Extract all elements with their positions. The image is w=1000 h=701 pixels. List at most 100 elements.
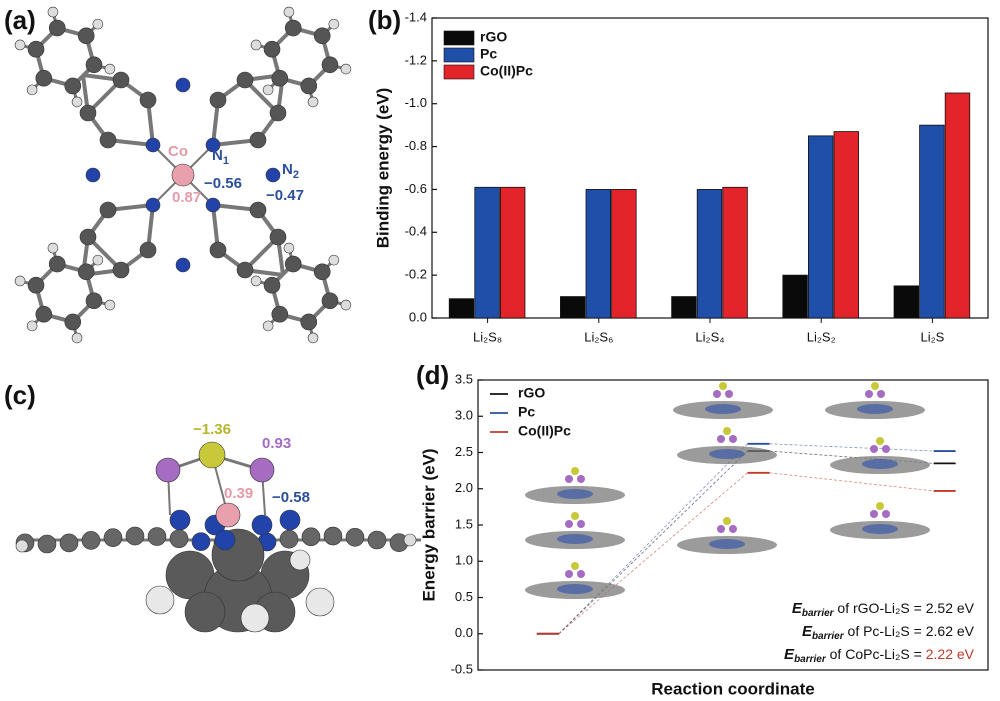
y-tick-label: 2.5 xyxy=(455,444,473,459)
structure-thumb xyxy=(862,524,898,534)
annotation-symbol: E xyxy=(784,646,795,663)
bar xyxy=(782,274,808,319)
atom xyxy=(139,91,157,109)
atom xyxy=(191,532,211,551)
atom xyxy=(313,263,331,281)
atom xyxy=(77,27,95,45)
annotation-symbol: E xyxy=(802,623,813,640)
atom xyxy=(145,197,161,213)
annotation-value: 2.22 eV xyxy=(926,646,975,662)
atom xyxy=(323,526,343,546)
bar xyxy=(585,189,611,319)
y-tick-label: -0.5 xyxy=(451,661,473,676)
atom xyxy=(300,77,318,95)
panel-label: (c) xyxy=(4,380,36,410)
atom xyxy=(47,242,59,254)
atom xyxy=(209,241,227,259)
atom xyxy=(345,528,365,547)
structure-thumb xyxy=(717,525,725,533)
bar xyxy=(448,298,475,319)
atom xyxy=(14,275,26,287)
annotation-text: of rGO-Li₂S = xyxy=(834,600,926,616)
atom xyxy=(27,40,45,58)
annotation-value: 2.62 eV xyxy=(926,623,975,639)
atom-label: N xyxy=(282,161,293,178)
bar xyxy=(474,186,500,319)
atom-charge: 0.93 xyxy=(262,435,291,452)
y-tick-label: -1.4 xyxy=(405,9,427,24)
structure-thumb xyxy=(876,502,884,510)
atom-label: Co xyxy=(168,143,188,160)
annotation-subscript: barrier xyxy=(812,631,845,642)
atom xyxy=(15,539,29,553)
y-tick-label: 3.0 xyxy=(455,408,473,423)
atom xyxy=(250,39,262,51)
y-tick-label: 0.0 xyxy=(455,625,473,640)
structure-thumb xyxy=(557,584,593,594)
connector xyxy=(558,472,748,635)
atom xyxy=(279,509,301,531)
y-axis-label: Energy barrier (eV) xyxy=(419,448,438,601)
atom xyxy=(169,529,189,549)
structure-thumb xyxy=(870,445,878,453)
atom xyxy=(99,131,117,149)
atom xyxy=(71,96,83,108)
atom-charge: 0.39 xyxy=(224,485,253,502)
structure-thumb xyxy=(857,404,893,414)
atom xyxy=(214,529,236,551)
x-tick-label: Li₂S₂ xyxy=(807,329,836,344)
structure-thumb xyxy=(565,475,573,483)
atom xyxy=(81,531,101,550)
atom xyxy=(171,163,195,187)
atom-label-sub: 1 xyxy=(223,155,229,167)
atom xyxy=(175,77,191,93)
atom-label-sub: 2 xyxy=(293,169,299,181)
structure-thumb xyxy=(577,475,585,483)
bar xyxy=(722,186,748,319)
y-tick-label: 1.5 xyxy=(455,516,473,531)
atom xyxy=(249,201,267,219)
legend-swatch xyxy=(443,30,475,46)
atom xyxy=(301,527,321,547)
x-tick-label: Li₂S₆ xyxy=(584,329,613,344)
y-tick-label: -0.4 xyxy=(405,224,427,239)
structure-thumb xyxy=(577,520,585,528)
legend-swatch xyxy=(443,47,475,63)
atom xyxy=(99,201,117,219)
atom xyxy=(205,137,221,153)
bar xyxy=(499,186,526,319)
atom xyxy=(26,320,38,332)
bar xyxy=(560,296,586,319)
bar xyxy=(944,92,971,319)
atom xyxy=(48,19,66,37)
atom xyxy=(169,509,191,531)
panel-label: (a) xyxy=(4,5,36,35)
atom xyxy=(27,276,45,294)
structure-thumb xyxy=(719,382,727,390)
atom xyxy=(249,131,267,149)
atom xyxy=(328,254,340,266)
atom xyxy=(284,19,302,37)
atom xyxy=(125,526,145,546)
structure-thumb xyxy=(723,517,731,525)
annotation: Ebarrier of rGO-Li₂S = 2.52 eV xyxy=(792,600,975,619)
atom xyxy=(305,587,335,617)
atom xyxy=(77,263,95,281)
atom xyxy=(321,56,339,74)
atom xyxy=(367,530,387,550)
atom xyxy=(85,167,101,183)
atom xyxy=(284,255,302,273)
atom xyxy=(271,305,289,323)
atom xyxy=(263,40,281,58)
atom xyxy=(269,104,287,122)
atom xyxy=(92,18,104,30)
atom xyxy=(198,441,226,469)
structure-thumb xyxy=(870,510,878,518)
bar xyxy=(671,296,697,319)
structure-thumb xyxy=(571,512,579,520)
atom xyxy=(104,299,116,311)
atom xyxy=(403,533,417,547)
y-tick-label: 1.0 xyxy=(455,553,473,568)
bar xyxy=(833,131,859,319)
annotation-text: of CoPc-Li₂S = xyxy=(826,646,926,662)
